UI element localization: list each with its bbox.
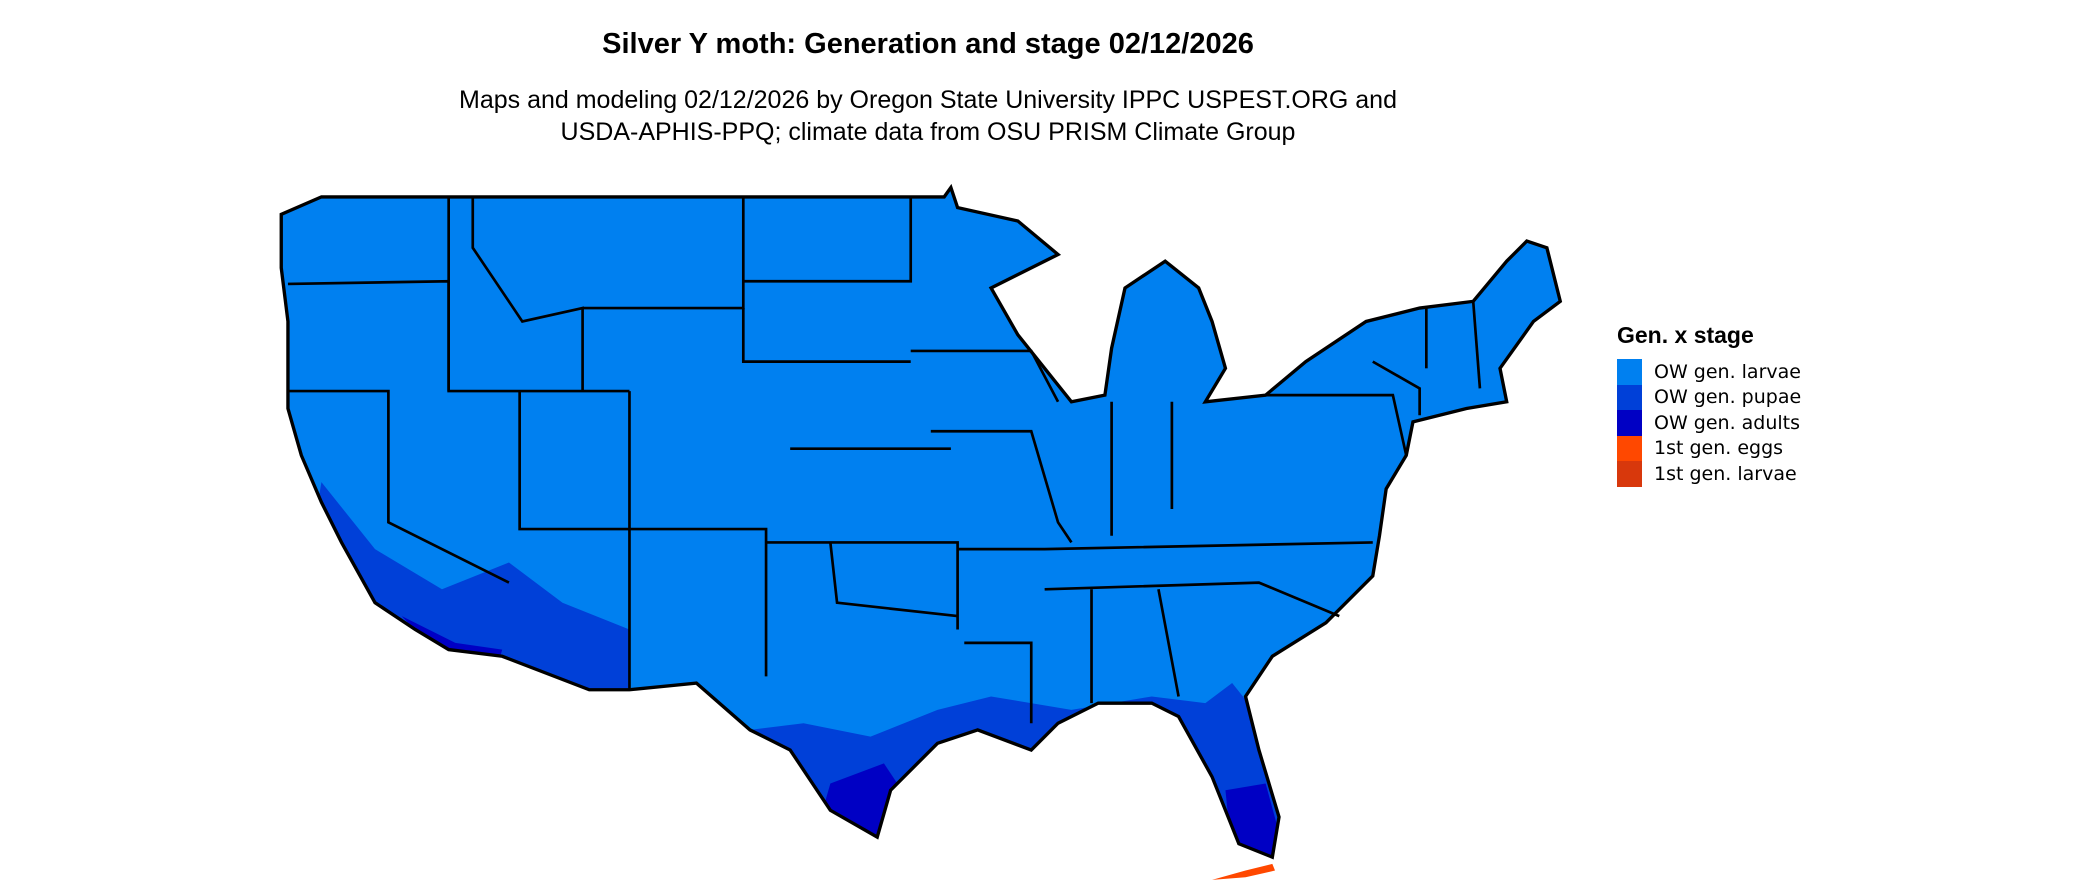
legend-label: 1st gen. larvae [1654,462,1797,485]
state-borders [287,196,1482,724]
legend-item-ow-pupae: OW gen. pupae [1617,384,1802,410]
zone-ow-adults-california [401,616,503,663]
legend-item-1st-eggs: 1st gen. eggs [1617,435,1801,461]
legend-item-ow-larvae: OW gen. larvae [1617,359,1801,385]
legend-label: OW gen. pupae [1654,386,1802,409]
map-subtitle: Maps and modeling 02/12/2026 by Oregon S… [0,84,1856,148]
subtitle-line-1: Maps and modeling 02/12/2026 by Oregon S… [459,86,1397,114]
legend-swatch [1617,384,1642,410]
map-title: Silver Y moth: Generation and stage 02/1… [602,28,1254,60]
legend-swatch [1617,410,1642,436]
subtitle-line-2: USDA-APHIS-PPQ; climate data from OSU PR… [560,118,1296,146]
legend-swatch [1617,461,1642,487]
legend-label: OW gen. larvae [1654,360,1801,383]
zone-ow-adults-florida [1225,783,1286,858]
legend-swatch [1617,435,1642,461]
legend: Gen. x stage OW gen. larvae OW gen. pupa… [1617,322,1801,487]
legend-item-ow-adults: OW gen. adults [1617,410,1801,436]
legend-swatch [1617,359,1642,385]
legend-title: Gen. x stage [1617,322,1754,348]
legend-label: OW gen. adults [1654,411,1801,434]
legend-item-1st-larvae: 1st gen. larvae [1617,461,1801,487]
legend-label: 1st gen. eggs [1654,437,1784,460]
zone-1st-gen-eggs-keys [1212,863,1275,880]
